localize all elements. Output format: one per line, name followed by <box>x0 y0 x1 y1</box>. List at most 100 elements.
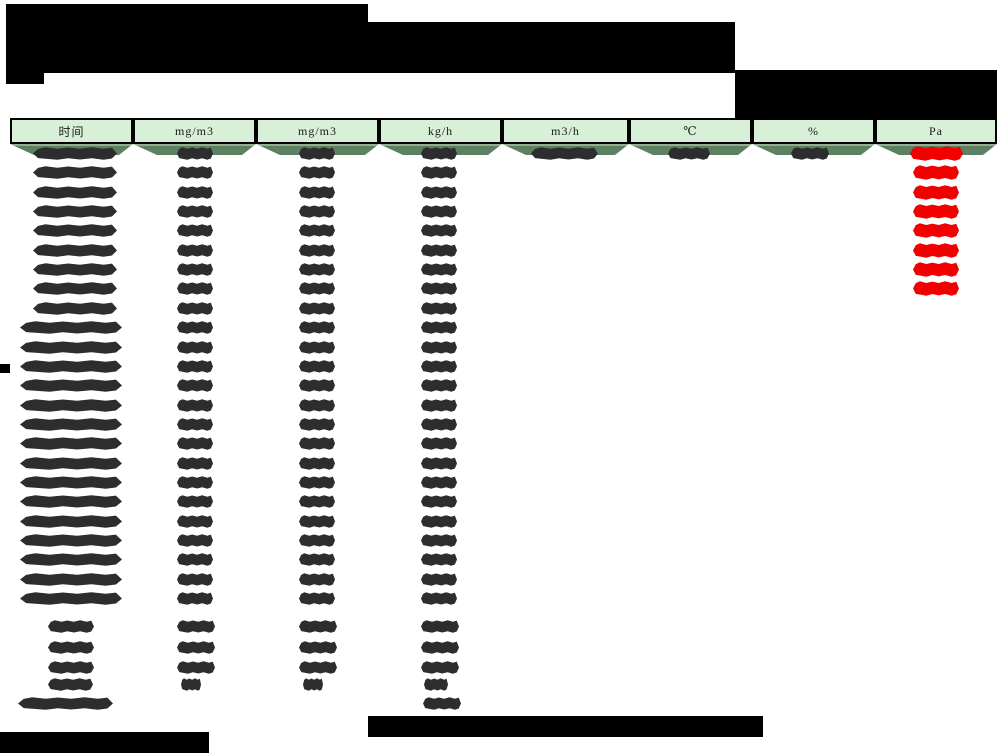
redacted-value-blob <box>177 418 213 431</box>
redacted-value-blob <box>177 224 213 237</box>
redacted-pressure-alarm-value-blob <box>913 204 959 219</box>
redacted-value-blob <box>177 186 213 199</box>
redacted-datetime-blob <box>33 263 117 276</box>
column-header-4: m3/h <box>502 118 629 144</box>
redacted-value-blob <box>299 360 335 373</box>
redacted-summary-label-blob <box>48 641 94 654</box>
redacted-datetime-blob <box>33 186 117 199</box>
redacted-datetime-blob <box>20 573 122 586</box>
redacted-value-blob <box>421 592 457 605</box>
redacted-datetime-blob <box>33 205 117 218</box>
redacted-value-blob <box>299 515 335 528</box>
redacted-value-blob <box>299 399 335 412</box>
redacted-datetime-blob <box>33 282 117 295</box>
redacted-value-blob <box>177 166 213 179</box>
column-header-2: mg/m3 <box>256 118 379 144</box>
redacted-datetime-blob <box>20 341 122 354</box>
redacted-value-blob <box>421 360 457 373</box>
redacted-value-blob <box>177 321 213 334</box>
redacted-pressure-alarm-value-blob <box>913 281 959 296</box>
redacted-datetime-blob <box>33 244 117 257</box>
redacted-value-blob <box>421 457 457 470</box>
redacted-value-blob <box>177 437 213 450</box>
redacted-summary-value-blob <box>299 641 337 654</box>
redacted-pressure-alarm-value-blob <box>913 262 959 277</box>
redacted-value-blob <box>421 147 457 160</box>
redacted-pressure-alarm-value-blob <box>913 185 959 200</box>
redacted-value-blob <box>177 573 213 586</box>
column-header-0: 时间 <box>10 118 133 144</box>
redacted-temperature-value-blob <box>668 147 710 160</box>
redacted-summary-label-blob <box>18 697 113 710</box>
redacted-value-blob <box>421 515 457 528</box>
redacted-value-blob <box>177 515 213 528</box>
redacted-value-blob <box>421 244 457 257</box>
redacted-value-blob <box>299 379 335 392</box>
redacted-summary-value-blob <box>424 678 448 691</box>
redacted-summary-label-blob <box>48 661 94 674</box>
redacted-summary-value-blob <box>177 641 215 654</box>
redacted-value-blob <box>421 166 457 179</box>
redacted-value-blob <box>177 282 213 295</box>
redacted-title-block <box>6 22 735 73</box>
redacted-summary-value-blob <box>177 620 215 633</box>
redacted-value-blob <box>421 418 457 431</box>
redacted-value-blob <box>299 166 335 179</box>
redacted-value-blob <box>421 534 457 547</box>
redacted-datetime-blob <box>20 399 122 412</box>
redacted-datetime-blob <box>20 534 122 547</box>
redacted-value-blob <box>299 224 335 237</box>
redacted-value-blob <box>177 399 213 412</box>
redacted-value-blob <box>299 244 335 257</box>
redacted-value-blob <box>177 457 213 470</box>
column-header-5: ℃ <box>629 118 752 144</box>
redacted-datetime-blob <box>33 147 117 160</box>
redacted-value-blob <box>177 379 213 392</box>
redacted-note-right <box>735 70 997 118</box>
redacted-value-blob <box>299 263 335 276</box>
redacted-value-blob <box>177 534 213 547</box>
redacted-value-blob <box>421 282 457 295</box>
redacted-summary-label-blob <box>48 678 93 691</box>
redacted-footer-left <box>0 732 209 753</box>
redacted-summary-value-blob <box>303 678 323 691</box>
redacted-value-blob <box>299 282 335 295</box>
column-header-3: kg/h <box>379 118 502 144</box>
redacted-datetime-blob <box>20 515 122 528</box>
redacted-humidity-value-blob <box>791 147 829 160</box>
redacted-summary-value-blob <box>177 661 215 674</box>
redacted-value-blob <box>421 379 457 392</box>
redacted-value-blob <box>299 321 335 334</box>
redacted-value-blob <box>299 302 335 315</box>
redacted-value-blob <box>177 205 213 218</box>
redacted-value-blob <box>299 495 335 508</box>
redacted-value-blob <box>299 341 335 354</box>
redacted-subtitle-stub <box>6 73 44 84</box>
redacted-value-blob <box>177 360 213 373</box>
redacted-value-blob <box>421 476 457 489</box>
redacted-value-blob <box>299 592 335 605</box>
redacted-datetime-blob <box>20 418 122 431</box>
redacted-value-blob <box>421 224 457 237</box>
redacted-value-blob <box>177 553 213 566</box>
redacted-value-blob <box>177 302 213 315</box>
redacted-value-blob <box>299 553 335 566</box>
redacted-value-blob <box>421 495 457 508</box>
redacted-summary-value-blob <box>181 678 201 691</box>
redacted-value-blob <box>177 147 213 160</box>
redacted-value-blob <box>177 592 213 605</box>
redacted-value-blob <box>421 437 457 450</box>
redacted-value-blob <box>421 573 457 586</box>
redacted-pressure-alarm-value-blob <box>913 243 959 258</box>
redacted-value-blob <box>421 186 457 199</box>
redacted-datetime-blob <box>20 476 122 489</box>
redacted-value-blob <box>299 457 335 470</box>
redacted-value-blob <box>299 205 335 218</box>
redacted-datetime-blob <box>20 457 122 470</box>
redacted-summary-label-blob <box>48 620 94 633</box>
redacted-value-blob <box>299 186 335 199</box>
redacted-value-blob <box>421 263 457 276</box>
redacted-pressure-alarm-value-blob <box>913 165 959 180</box>
column-header-7: Pa <box>875 118 997 144</box>
